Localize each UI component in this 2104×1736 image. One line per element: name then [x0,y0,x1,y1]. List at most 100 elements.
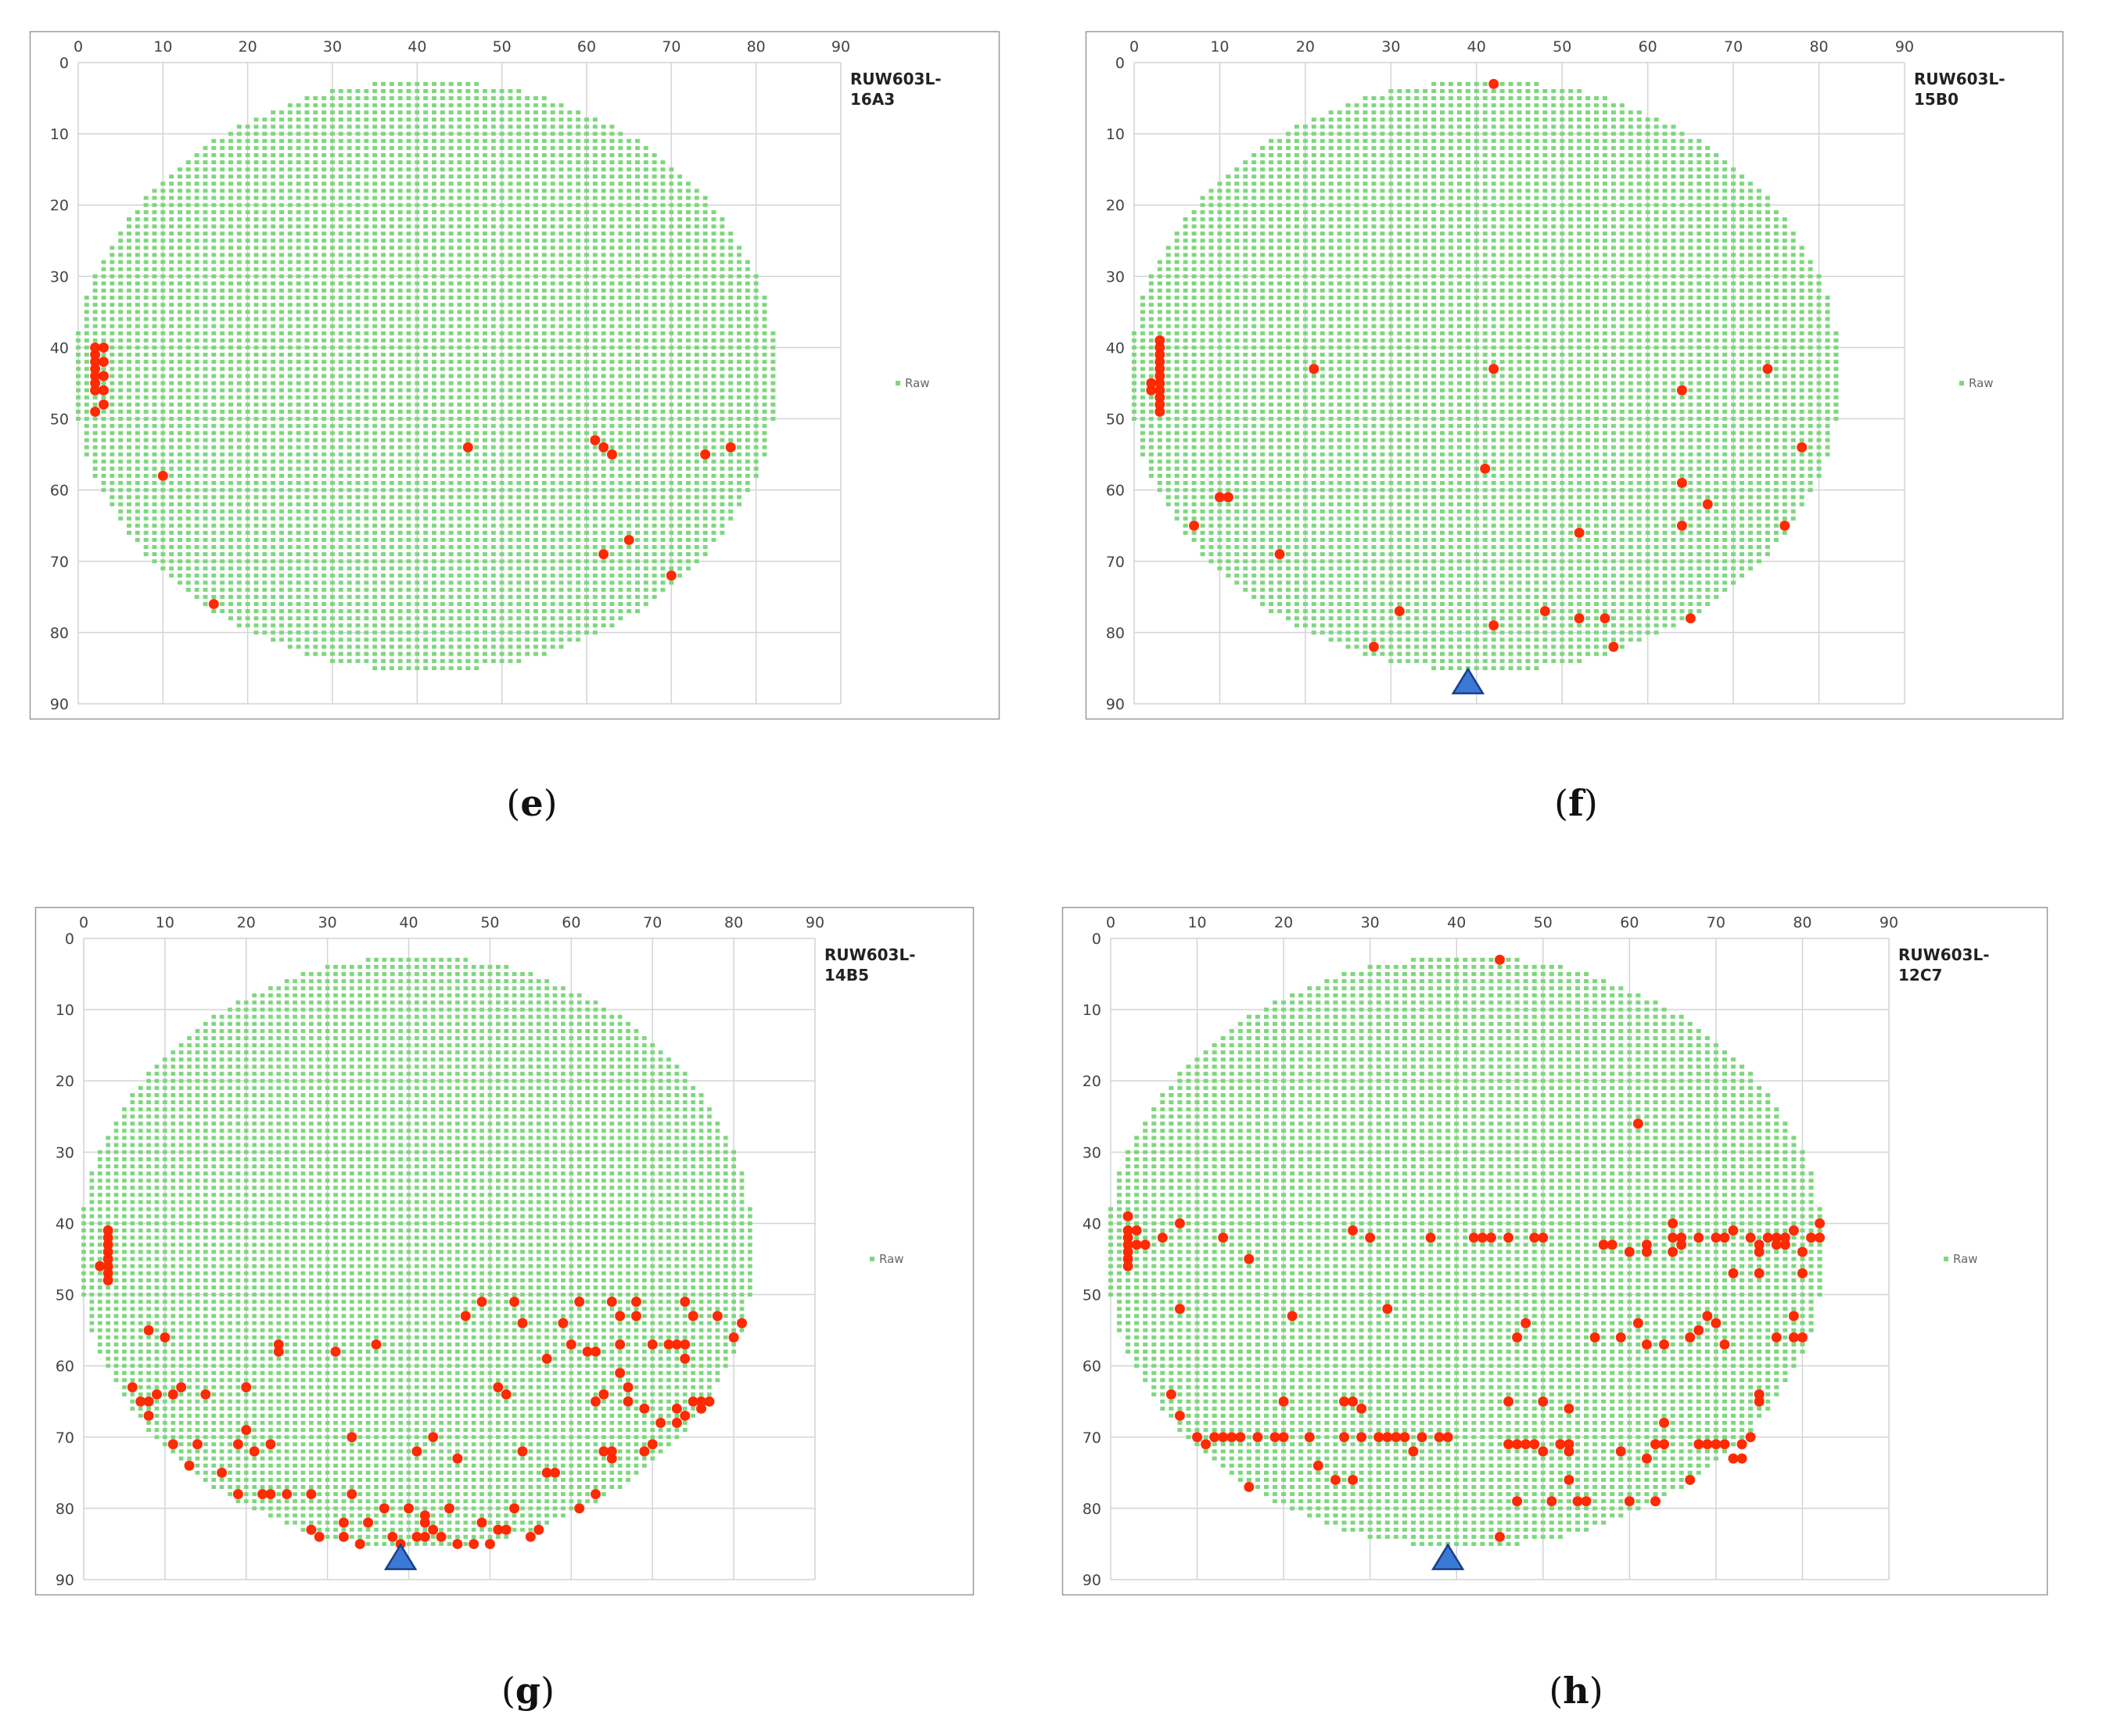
good-die [271,502,276,507]
good-die [169,267,174,271]
good-die [253,459,259,464]
good-die [346,580,352,585]
good-die [389,509,394,514]
good-die [550,296,555,300]
good-die [558,345,564,350]
good-die [372,81,378,86]
good-die [211,395,217,400]
good-die [609,431,615,436]
good-die [152,452,157,457]
good-die [253,303,259,307]
good-die [228,145,233,150]
good-die [601,274,606,278]
good-die [533,388,538,393]
good-die [525,360,530,364]
good-die [355,203,361,207]
good-die [567,331,573,335]
good-die [652,502,657,507]
good-die [440,409,445,414]
good-die [601,360,606,364]
good-die [432,530,436,535]
good-die [203,566,208,571]
good-die [338,552,343,557]
good-die [686,509,691,514]
good-die [584,124,589,129]
good-die [601,324,606,328]
good-die [440,195,445,200]
good-die [737,281,741,285]
good-die [211,203,217,207]
good-die [338,103,343,108]
good-die [194,246,199,250]
good-die [279,138,284,143]
good-die [236,537,242,542]
good-die [762,310,767,314]
good-die [652,217,657,221]
good-die-layer [76,81,776,670]
good-die [677,203,683,207]
good-die [432,195,436,200]
good-die [194,345,199,350]
good-die [465,145,471,150]
good-die [338,203,343,207]
good-die [702,260,708,264]
good-die [304,317,310,321]
good-die [203,545,208,550]
good-die [669,530,674,535]
y-tick-label: 60 [50,482,69,500]
good-die [533,559,538,564]
good-die [762,360,767,364]
good-die [440,296,445,300]
good-die [194,495,199,500]
good-die [457,303,462,307]
good-die [508,210,513,214]
good-die [669,274,674,278]
good-die [253,445,259,450]
good-die [567,580,573,585]
good-die [525,131,530,136]
good-die [169,317,174,321]
good-die [406,537,411,542]
good-die [660,537,666,542]
good-die [753,317,759,321]
good-die [541,523,547,528]
good-die [720,246,725,250]
good-die [643,324,648,328]
good-die [516,409,522,414]
good-die [169,473,174,478]
good-die [550,231,555,236]
good-die [440,345,445,350]
good-die [669,303,674,307]
good-die [287,431,293,436]
good-die [728,381,734,386]
good-die [185,231,191,236]
good-die [550,495,555,500]
good-die [143,338,149,343]
good-die [253,253,259,257]
good-die [330,367,335,371]
good-die [635,495,640,500]
good-die [448,138,454,143]
good-die [135,260,140,264]
good-die [440,424,445,429]
good-die [660,409,666,414]
good-die [372,360,378,364]
good-die [304,246,310,250]
good-die [253,537,259,542]
good-die [550,181,555,186]
good-die [194,267,199,271]
good-die [423,274,429,278]
good-die [406,145,411,150]
good-die [194,317,199,321]
good-die [321,445,327,450]
good-die [364,545,369,550]
good-die [228,473,233,478]
good-die [720,502,725,507]
good-die [228,338,233,343]
good-die [652,296,657,300]
good-die [516,580,522,585]
good-die [220,281,225,285]
good-die [338,587,343,592]
good-die [770,402,776,407]
good-die [635,324,640,328]
